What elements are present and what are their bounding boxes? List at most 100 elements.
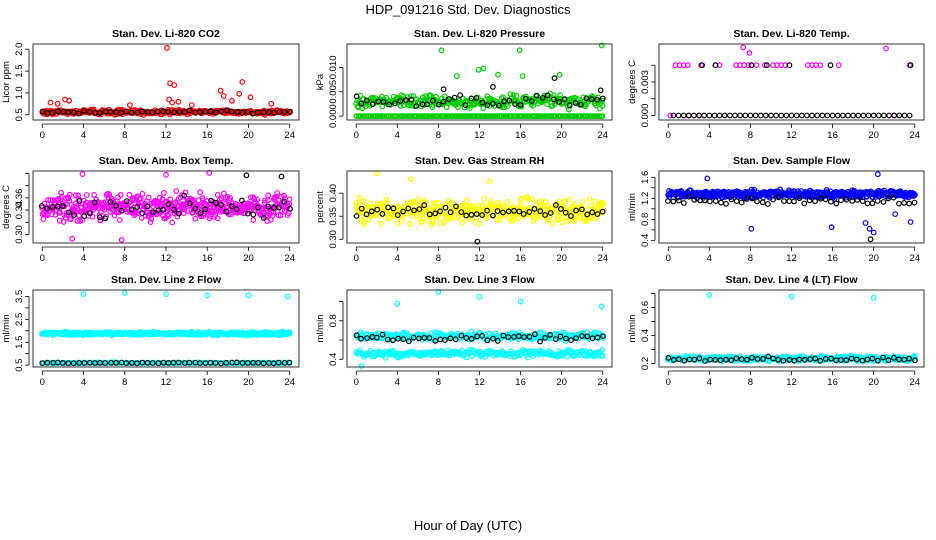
data-point-raw — [67, 216, 74, 223]
data-point-hourly — [505, 334, 512, 341]
data-point-hourly — [186, 200, 193, 207]
data-point-hourly — [870, 112, 877, 119]
data-point-hourly — [568, 213, 574, 219]
data-point-raw — [588, 202, 595, 209]
data-point-hourly — [701, 112, 708, 119]
data-point-raw — [414, 196, 421, 203]
data-point-hourly — [400, 208, 407, 215]
data-point-hourly — [107, 108, 114, 115]
data-point-hourly — [218, 202, 225, 208]
data-point-hourly — [757, 112, 764, 119]
data-points — [353, 170, 606, 245]
data-point-hourly — [531, 205, 538, 212]
data-point-raw — [892, 211, 899, 218]
data-point-hourly — [738, 356, 745, 363]
data-points — [665, 292, 918, 365]
data-point-hourly — [583, 95, 590, 102]
data-point-hourly — [670, 198, 677, 205]
data-point-raw — [495, 71, 501, 78]
data-point-raw — [580, 94, 587, 101]
data-point-hourly — [244, 360, 251, 366]
data-point-hourly — [134, 360, 140, 367]
data-point-hourly — [463, 335, 470, 341]
data-point-raw — [377, 220, 384, 227]
data-point-hourly — [526, 209, 533, 215]
x-tick-label: 24 — [284, 377, 295, 388]
x-tick-label: 0 — [40, 130, 45, 141]
data-point-raw — [556, 198, 562, 205]
data-point-hourly — [139, 210, 146, 217]
data-point-raw — [192, 215, 199, 222]
data-point-hourly — [681, 357, 688, 364]
data-point-hourly — [244, 109, 251, 115]
data-point-hourly — [838, 197, 844, 204]
x-tick-label: 4 — [81, 130, 86, 141]
data-point-raw — [138, 199, 145, 206]
data-point-hourly — [400, 336, 407, 343]
data-point-raw — [83, 192, 90, 198]
x-tick-label: 24 — [909, 130, 920, 141]
plot-frame — [346, 170, 613, 244]
panel-title: Stan. Dev. Line 4 (LT) Flow — [725, 274, 858, 286]
data-point-hourly — [484, 102, 491, 108]
data-point-raw — [746, 50, 753, 56]
data-point-raw — [478, 208, 485, 215]
data-point-hourly — [76, 360, 82, 366]
data-point-hourly — [250, 211, 257, 218]
panel-1: Stan. Dev. Li-820 CO2 0 4 8 12 16 20 24 0.5 1.0 1.… — [1, 28, 300, 141]
x-tick-label: 8 — [436, 253, 441, 264]
data-point-hourly — [702, 358, 708, 364]
data-point-raw — [476, 220, 483, 227]
data-point-hourly — [175, 210, 182, 217]
data-point-hourly — [819, 112, 826, 119]
data-point-hourly — [775, 194, 782, 201]
data-point-raw — [163, 171, 169, 178]
data-point-hourly — [490, 83, 496, 90]
data-point-raw — [542, 202, 549, 209]
data-point-hourly — [670, 112, 677, 119]
panel-3: Stan. Dev. Li-820 Temp.0 4 8 12 16 20 240.0000… — [627, 28, 925, 141]
data-point-raw — [441, 219, 447, 226]
data-point-hourly — [128, 109, 135, 116]
data-point-hourly — [563, 335, 569, 342]
data-point-hourly — [432, 338, 439, 344]
y-axis: 0.000 0.003 — [640, 64, 656, 127]
data-point-hourly — [594, 96, 600, 103]
data-point-hourly — [584, 211, 591, 218]
data-point-raw — [196, 202, 203, 209]
data-point-hourly — [680, 200, 687, 206]
data-point-floor — [386, 113, 393, 119]
data-point-hourly — [278, 173, 285, 180]
data-point-raw — [571, 218, 577, 225]
x-tick-label: 20 — [556, 253, 567, 264]
data-point-hourly — [716, 112, 723, 119]
data-point-raw — [165, 212, 172, 219]
data-point-hourly — [197, 360, 203, 367]
panel-2: Stan. Dev. Li-820 Pressure 0 4 8 12 16 20 24 0.0… — [315, 28, 613, 141]
data-point-hourly — [243, 172, 250, 179]
data-point-hourly — [822, 196, 829, 203]
data-point-floor — [416, 113, 422, 119]
data-point-hourly — [171, 206, 178, 213]
data-point-raw — [566, 196, 573, 203]
data-point-hourly — [39, 203, 45, 209]
data-point-hourly — [160, 206, 166, 213]
data-point-raw — [597, 105, 603, 112]
y-axis-label: kPa — [315, 73, 326, 90]
data-point-hourly — [403, 96, 409, 103]
data-point-raw — [156, 194, 163, 201]
x-tick-label: 24 — [597, 377, 608, 388]
data-point-raw — [47, 99, 54, 106]
data-point-hourly — [572, 99, 579, 106]
data-point-raw — [883, 45, 889, 52]
data-point-hourly — [721, 112, 728, 119]
data-point-raw — [912, 191, 918, 198]
data-point-raw — [72, 192, 79, 199]
data-point-hourly — [96, 214, 103, 221]
x-tick-label: 12 — [161, 253, 172, 264]
y-tick-label: 0.35 — [328, 207, 339, 226]
data-point-raw — [204, 292, 211, 299]
y-tick-label: 0.36 — [14, 189, 25, 208]
data-point-hourly — [742, 112, 749, 119]
data-point-raw — [56, 208, 63, 215]
